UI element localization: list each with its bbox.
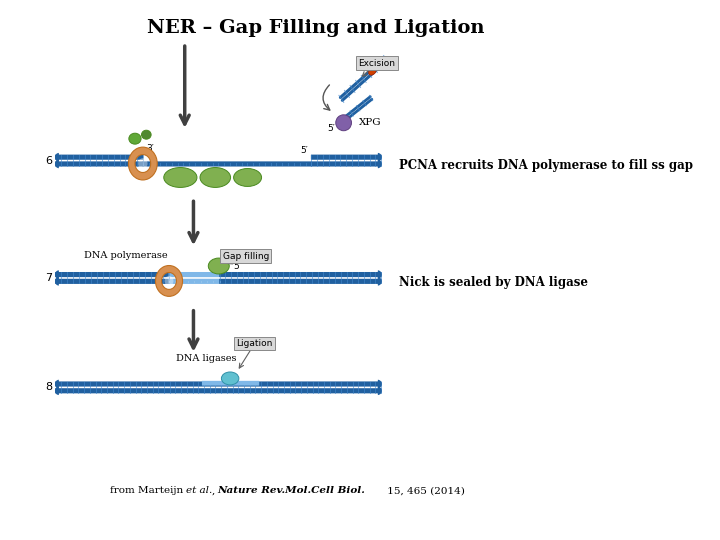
Text: Nature Rev.Mol.Cell Biol.: Nature Rev.Mol.Cell Biol.: [217, 487, 365, 495]
FancyBboxPatch shape: [219, 272, 382, 277]
FancyBboxPatch shape: [55, 161, 143, 166]
Text: from Marteijn: from Marteijn: [110, 487, 186, 495]
Text: 3′: 3′: [221, 261, 229, 271]
FancyBboxPatch shape: [311, 161, 382, 166]
FancyBboxPatch shape: [55, 279, 169, 284]
Ellipse shape: [208, 258, 229, 274]
Text: Gap filling: Gap filling: [222, 252, 269, 261]
Ellipse shape: [336, 115, 351, 131]
Circle shape: [138, 158, 148, 169]
Text: XPG: XPG: [359, 118, 382, 127]
FancyBboxPatch shape: [202, 381, 259, 386]
Ellipse shape: [163, 167, 197, 187]
Text: 3′: 3′: [146, 144, 154, 153]
FancyBboxPatch shape: [168, 272, 220, 277]
Wedge shape: [156, 266, 183, 296]
Wedge shape: [128, 147, 157, 180]
Text: Ligation: Ligation: [236, 339, 273, 348]
FancyBboxPatch shape: [311, 154, 382, 160]
Text: PCNA recruits DNA polymerase to fill ss gap: PCNA recruits DNA polymerase to fill ss …: [399, 159, 693, 172]
Text: et al.: et al.: [186, 487, 212, 495]
Text: Nick is sealed by DNA ligase: Nick is sealed by DNA ligase: [399, 276, 588, 289]
Ellipse shape: [200, 167, 230, 187]
Text: Excision: Excision: [359, 58, 395, 68]
Text: 5′: 5′: [300, 146, 308, 155]
Circle shape: [165, 276, 174, 286]
Text: 5′: 5′: [328, 124, 336, 133]
Ellipse shape: [233, 168, 261, 186]
Text: DNA ligases: DNA ligases: [176, 354, 237, 363]
FancyBboxPatch shape: [55, 272, 169, 277]
Ellipse shape: [142, 130, 151, 139]
Text: ,: ,: [212, 487, 218, 495]
FancyBboxPatch shape: [168, 279, 220, 284]
Ellipse shape: [221, 372, 239, 385]
Ellipse shape: [129, 133, 141, 144]
Text: DNA polymerase: DNA polymerase: [84, 251, 167, 260]
Text: NER – Gap Filling and Ligation: NER – Gap Filling and Ligation: [147, 19, 485, 37]
FancyBboxPatch shape: [143, 161, 312, 166]
FancyBboxPatch shape: [55, 388, 382, 393]
Text: 15, 465 (2014): 15, 465 (2014): [384, 487, 464, 495]
Text: 5′: 5′: [233, 261, 241, 271]
Text: 6: 6: [45, 156, 52, 166]
FancyBboxPatch shape: [55, 154, 143, 160]
Text: 8: 8: [45, 382, 52, 393]
Ellipse shape: [369, 67, 377, 75]
FancyBboxPatch shape: [55, 381, 382, 387]
FancyBboxPatch shape: [219, 279, 382, 284]
Text: 7: 7: [45, 273, 52, 283]
